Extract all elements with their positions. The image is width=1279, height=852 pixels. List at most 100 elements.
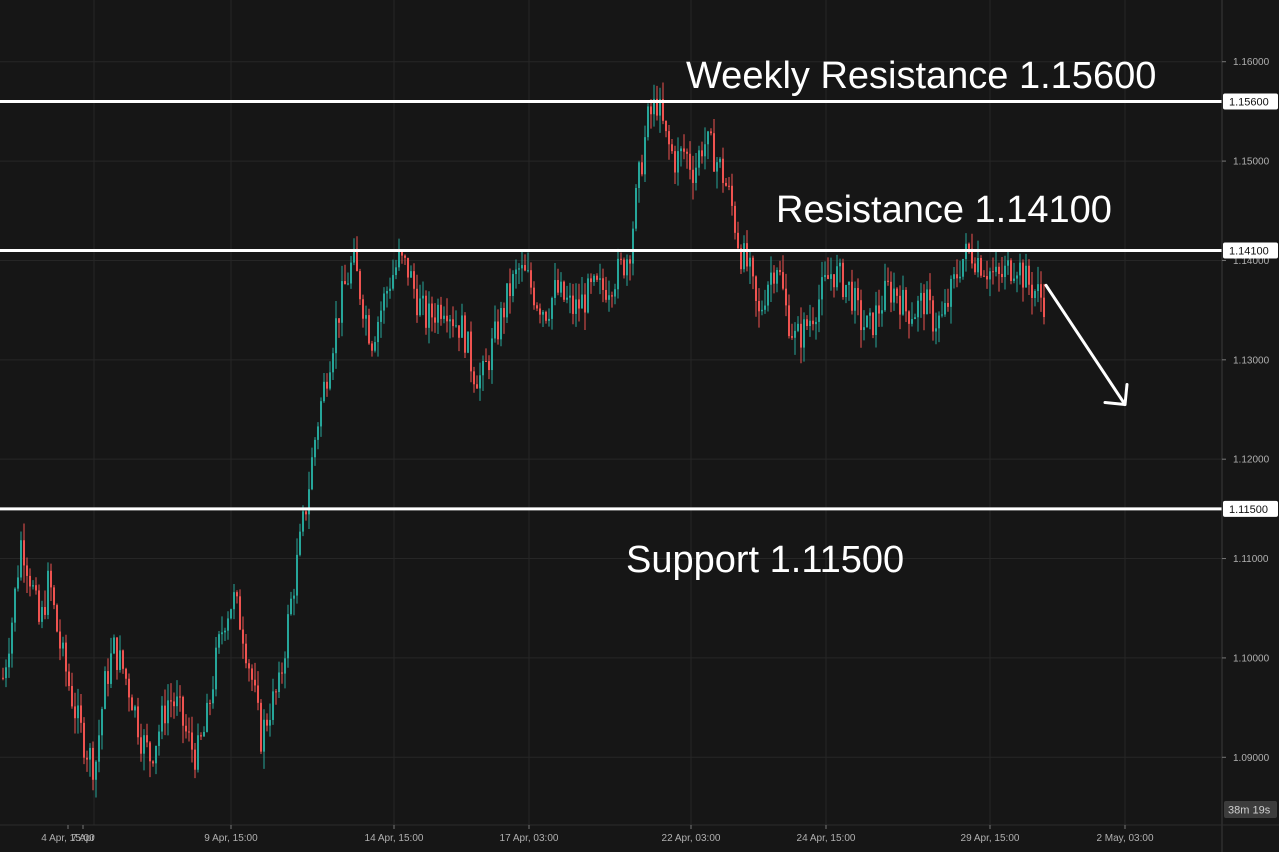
candle xyxy=(335,301,337,369)
candle xyxy=(500,301,502,347)
candle xyxy=(707,130,709,160)
candle xyxy=(836,254,838,291)
candle xyxy=(656,85,658,121)
candle xyxy=(887,267,889,286)
candle xyxy=(713,119,715,172)
candle xyxy=(293,588,295,616)
candle xyxy=(788,294,790,339)
candle xyxy=(329,361,331,391)
candle xyxy=(374,336,376,353)
price-axis[interactable]: 1.16000 1.15000 1.14000 1.13000 1.12000 1.110… xyxy=(1221,0,1279,852)
candle xyxy=(872,312,874,339)
candle xyxy=(1031,272,1033,315)
candle xyxy=(695,152,697,191)
candle xyxy=(647,103,649,141)
candle xyxy=(158,724,160,756)
candle xyxy=(980,255,982,278)
candle xyxy=(209,699,211,716)
candle xyxy=(827,257,829,280)
candle xyxy=(26,557,28,594)
y-tick-label: 1.14000 xyxy=(1233,256,1270,267)
candle xyxy=(416,274,418,323)
candle xyxy=(212,676,214,709)
candle xyxy=(395,259,397,280)
candle xyxy=(914,313,916,320)
candle xyxy=(17,565,19,592)
x-tick-label: 17 Apr, 03:00 xyxy=(500,833,559,844)
candle xyxy=(896,287,898,304)
candle xyxy=(548,308,550,327)
candle xyxy=(398,238,400,271)
candle xyxy=(200,732,202,741)
candle xyxy=(71,672,73,709)
candle xyxy=(218,630,220,654)
candle xyxy=(89,743,91,777)
candle xyxy=(785,273,787,317)
candle xyxy=(470,321,472,383)
candle xyxy=(203,726,205,737)
candle xyxy=(881,295,883,327)
candle xyxy=(464,312,466,358)
candle xyxy=(257,671,259,711)
candle xyxy=(1010,258,1012,285)
candle xyxy=(185,714,187,739)
candle xyxy=(569,282,571,314)
candle xyxy=(560,272,562,298)
candle xyxy=(194,743,196,779)
candle xyxy=(851,269,853,315)
candle xyxy=(272,678,274,725)
candle xyxy=(113,634,115,655)
candle xyxy=(377,316,379,357)
candle xyxy=(698,145,700,176)
candle xyxy=(116,637,118,680)
candle xyxy=(725,177,727,187)
candle xyxy=(794,322,796,355)
candle xyxy=(434,303,436,333)
candle xyxy=(278,661,280,698)
candle xyxy=(959,260,961,283)
candle xyxy=(407,257,409,286)
level-label: Resistance 1.14100 xyxy=(776,189,1112,231)
candle xyxy=(65,634,67,687)
candle xyxy=(221,616,223,645)
candle xyxy=(737,221,739,251)
candle xyxy=(815,317,817,340)
time-axis[interactable]: 4 Apr, 15:007 Apr 9 Apr, 15:00 14 Apr, 15:… xyxy=(0,824,1279,844)
candle xyxy=(176,680,178,716)
candle xyxy=(29,568,31,597)
candle xyxy=(131,694,133,711)
candle xyxy=(689,141,691,180)
candle xyxy=(8,637,10,678)
candle xyxy=(449,315,451,339)
candle xyxy=(56,603,58,633)
candle xyxy=(683,134,685,160)
candle xyxy=(149,741,151,778)
candle xyxy=(602,268,604,303)
candle xyxy=(383,287,385,324)
candle xyxy=(275,689,277,705)
candle xyxy=(317,422,319,450)
candle xyxy=(983,270,985,278)
candle xyxy=(587,273,589,314)
candle xyxy=(68,663,70,691)
candle xyxy=(908,310,910,339)
candle xyxy=(878,289,880,327)
x-tick-label: 9 Apr, 15:00 xyxy=(204,833,258,844)
candle xyxy=(614,283,616,305)
candle xyxy=(173,692,175,719)
arrow-head xyxy=(1103,383,1129,407)
candle xyxy=(473,366,475,393)
candle xyxy=(191,716,193,763)
candle xyxy=(845,284,847,304)
candle xyxy=(839,258,841,283)
candle xyxy=(692,155,694,200)
candle xyxy=(497,309,499,345)
candle xyxy=(515,259,517,289)
candle xyxy=(254,662,256,693)
candle xyxy=(731,173,733,216)
candle xyxy=(5,659,7,688)
candle xyxy=(779,260,781,276)
x-tick-label: 7 Apr xyxy=(71,833,95,844)
candle xyxy=(638,160,640,203)
